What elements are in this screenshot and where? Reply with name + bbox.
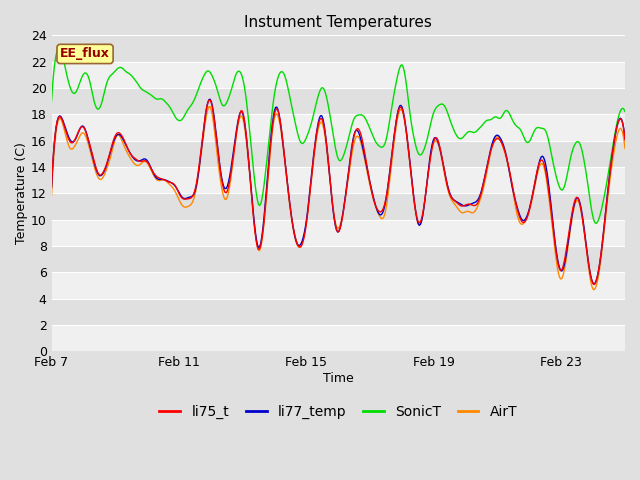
Bar: [51, 141, 625, 167]
Bar: [51, 36, 625, 61]
Text: EE_flux: EE_flux: [60, 48, 110, 60]
Bar: [51, 193, 625, 219]
Bar: [51, 299, 625, 325]
Bar: [51, 61, 625, 88]
Legend: li75_t, li77_temp, SonicT, AirT: li75_t, li77_temp, SonicT, AirT: [154, 399, 523, 424]
Bar: [51, 88, 625, 114]
X-axis label: Time: Time: [323, 372, 354, 385]
Bar: [51, 219, 625, 246]
Y-axis label: Temperature (C): Temperature (C): [15, 142, 28, 244]
Bar: [51, 114, 625, 141]
Bar: [51, 272, 625, 299]
Title: Instument Temperatures: Instument Temperatures: [244, 15, 432, 30]
Bar: [51, 246, 625, 272]
Bar: [51, 325, 625, 351]
Bar: [51, 167, 625, 193]
